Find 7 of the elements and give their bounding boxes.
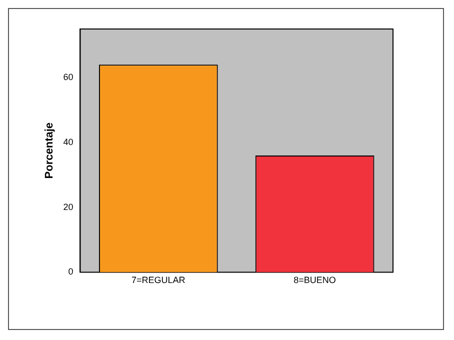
y-tick-label: 0 — [68, 266, 74, 277]
y-tick-label: 40 — [63, 136, 74, 147]
y-tick-label: 60 — [63, 72, 74, 82]
y-axis-title: Porcentaje — [44, 122, 56, 179]
x-tick-label: 7=REGULAR — [132, 275, 186, 286]
y-tick-label: 20 — [63, 202, 74, 212]
x-tick-label: 8=BUENO — [294, 275, 336, 286]
